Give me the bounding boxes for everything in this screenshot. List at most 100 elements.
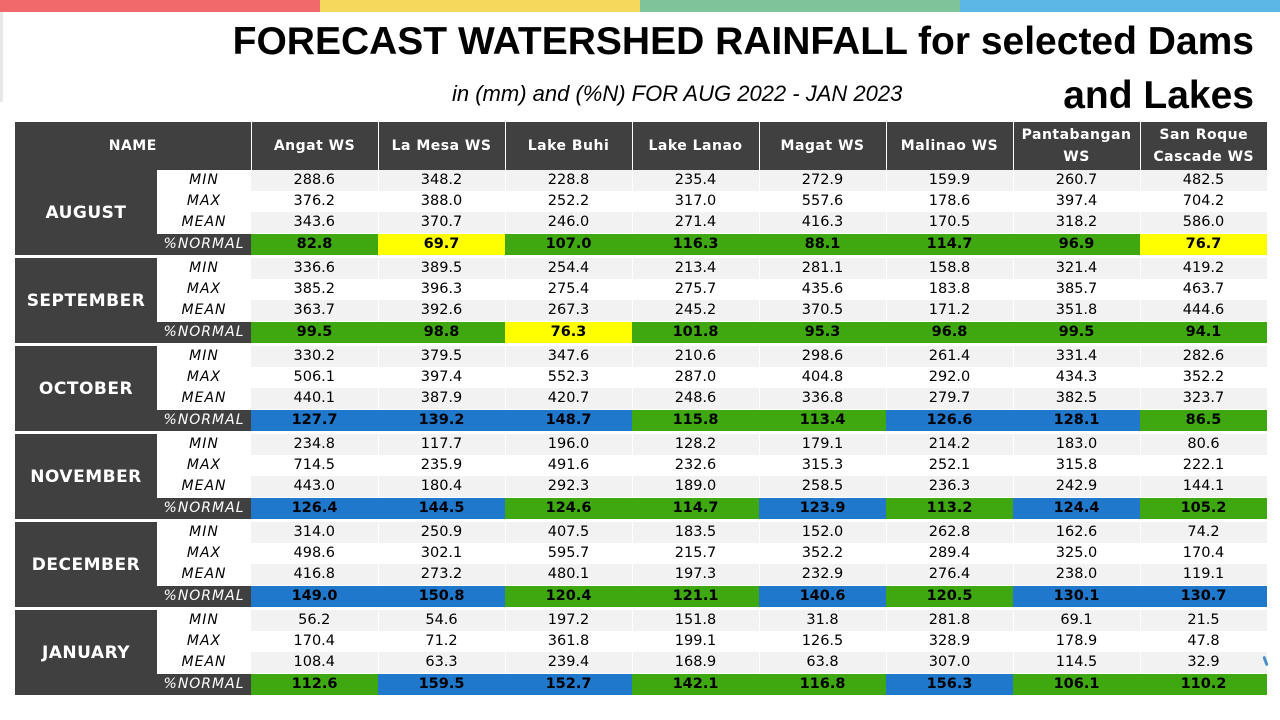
normal-cell: 124.4 — [1013, 497, 1141, 521]
value-cell: 325.0 — [1013, 543, 1141, 564]
normal-cell: 88.1 — [759, 233, 887, 257]
value-cell: 258.5 — [759, 476, 887, 498]
month-label: DECEMBER — [15, 519, 157, 609]
normal-cell: 96.8 — [886, 321, 1014, 345]
left-edge-line — [0, 12, 3, 102]
value-cell: 389.5 — [378, 255, 506, 279]
normal-cell: 86.5 — [1140, 409, 1268, 433]
value-cell: 376.2 — [251, 191, 379, 212]
normal-cell: 120.5 — [886, 585, 1014, 609]
watershed-header: San Roque Cascade WS — [1140, 122, 1268, 170]
page-title-line2: and Lakes — [1063, 74, 1254, 117]
stat-label: %NORMAL — [157, 497, 252, 521]
table-row: MAX 170.4 71.2 361.8 199.1 126.5 328.9 178.9 47.… — [15, 631, 1268, 652]
value-cell: 196.0 — [505, 431, 633, 455]
value-cell: 236.3 — [886, 476, 1014, 498]
value-cell: 321.4 — [1013, 255, 1141, 279]
stat-label: MAX — [157, 543, 252, 564]
month-label: NOVEMBER — [15, 431, 157, 521]
normal-cell: 130.1 — [1013, 585, 1141, 609]
value-cell: 704.2 — [1140, 191, 1268, 212]
value-cell: 586.0 — [1140, 212, 1268, 234]
value-cell: 56.2 — [251, 607, 379, 631]
value-cell: 292.0 — [886, 367, 1014, 388]
month-group: OCTOBER MIN 330.2 379.5 347.6 210.6 298.6 261.4… — [15, 343, 1268, 433]
stat-label: %NORMAL — [157, 673, 252, 695]
top-bar-yellow-segment — [320, 0, 640, 12]
month-group: SEPTEMBER MIN 336.6 389.5 254.4 213.4 281.1 158… — [15, 255, 1268, 345]
watershed-name: Malinao WS — [900, 138, 999, 154]
table-row: %NORMAL 82.8 69.7 107.0 116.3 88.1 114.7 96.9 76… — [15, 233, 1268, 257]
value-cell: 287.0 — [632, 367, 760, 388]
value-cell: 262.8 — [886, 519, 1014, 543]
table-row: MEAN 108.4 63.3 239.4 168.9 63.8 307.0 114.5 32.… — [15, 652, 1268, 674]
value-cell: 595.7 — [505, 543, 633, 564]
month-group: AUGUST MIN 288.6 348.2 228.8 235.4 272.9 159.9 2… — [15, 170, 1268, 257]
value-cell: 302.1 — [378, 543, 506, 564]
value-cell: 222.1 — [1140, 455, 1268, 476]
watershed-name: Angat WS — [273, 138, 356, 154]
value-cell: 315.8 — [1013, 455, 1141, 476]
table-row: NOVEMBER MIN 234.8 117.7 196.0 128.2 179.1 214.… — [15, 431, 1268, 521]
value-cell: 552.3 — [505, 367, 633, 388]
table-row: OCTOBER MIN 330.2 379.5 347.6 210.6 298.6 261.4… — [15, 343, 1268, 433]
value-cell: 108.4 — [251, 652, 379, 674]
normal-cell: 139.2 — [378, 409, 506, 433]
stat-label: %NORMAL — [157, 409, 252, 433]
value-cell: 183.5 — [632, 519, 760, 543]
top-bar-red-segment — [0, 0, 320, 12]
table-row: MAX 498.6 302.1 595.7 215.7 352.2 289.4 325.0 17… — [15, 543, 1268, 564]
value-cell: 382.5 — [1013, 388, 1141, 410]
stat-label: MEAN — [157, 212, 252, 234]
watershed-header: Magat WS — [759, 122, 887, 170]
table-row: MAX 506.1 397.4 552.3 287.0 404.8 292.0 434.3 35… — [15, 367, 1268, 388]
value-cell: 370.7 — [378, 212, 506, 234]
normal-cell: 126.4 — [251, 497, 379, 521]
value-cell: 254.4 — [505, 255, 633, 279]
top-color-bar — [0, 0, 1280, 12]
value-cell: 434.3 — [1013, 367, 1141, 388]
value-cell: 317.0 — [632, 191, 760, 212]
value-cell: 248.6 — [632, 388, 760, 410]
value-cell: 235.9 — [378, 455, 506, 476]
normal-cell: 120.4 — [505, 585, 633, 609]
month-label: JANUARY — [15, 607, 157, 695]
value-cell: 242.9 — [1013, 476, 1141, 498]
value-cell: 348.2 — [378, 170, 506, 191]
watershed-name: La Mesa WS — [391, 138, 492, 154]
normal-cell: 98.8 — [378, 321, 506, 345]
value-cell: 162.6 — [1013, 519, 1141, 543]
table-row: %NORMAL 149.0 150.8 120.4 121.1 140.6 120.5 130… — [15, 585, 1268, 609]
stat-label: MAX — [157, 631, 252, 652]
stat-label: %NORMAL — [157, 585, 252, 609]
value-cell: 336.6 — [251, 255, 379, 279]
value-cell: 396.3 — [378, 279, 506, 300]
normal-cell: 149.0 — [251, 585, 379, 609]
value-cell: 318.2 — [1013, 212, 1141, 234]
normal-cell: 101.8 — [632, 321, 760, 345]
value-cell: 228.8 — [505, 170, 633, 191]
value-cell: 252.1 — [886, 455, 1014, 476]
value-cell: 407.5 — [505, 519, 633, 543]
month-group: NOVEMBER MIN 234.8 117.7 196.0 128.2 179.1 214.… — [15, 431, 1268, 521]
normal-cell: 116.3 — [632, 233, 760, 257]
value-cell: 80.6 — [1140, 431, 1268, 455]
value-cell: 288.6 — [251, 170, 379, 191]
watershed-header: Lake Lanao — [632, 122, 760, 170]
normal-cell: 140.6 — [759, 585, 887, 609]
value-cell: 238.0 — [1013, 564, 1141, 586]
table-row: MEAN 443.0 180.4 292.3 189.0 258.5 236.3 242.9 1… — [15, 476, 1268, 498]
table-row: MEAN 440.1 387.9 420.7 248.6 336.8 279.7 382.5 3… — [15, 388, 1268, 410]
table-row: %NORMAL 112.6 159.5 152.7 142.1 116.8 156.3 106… — [15, 673, 1268, 695]
value-cell: 232.9 — [759, 564, 887, 586]
value-cell: 330.2 — [251, 343, 379, 367]
value-cell: 397.4 — [1013, 191, 1141, 212]
value-cell: 170.4 — [251, 631, 379, 652]
value-cell: 170.5 — [886, 212, 1014, 234]
value-cell: 197.2 — [505, 607, 633, 631]
normal-cell: 114.7 — [632, 497, 760, 521]
rainfall-table: NAME Angat WS La Mesa WS Lake Buhi Lake Lan… — [15, 122, 1268, 695]
normal-cell: 124.6 — [505, 497, 633, 521]
table-row: MAX 714.5 235.9 491.6 232.6 315.3 252.1 315.8 22… — [15, 455, 1268, 476]
normal-cell: 95.3 — [759, 321, 887, 345]
